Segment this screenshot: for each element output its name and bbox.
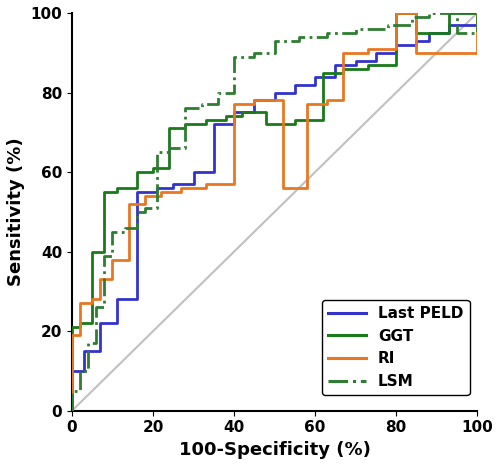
Legend: Last PELD, GGT, RI, LSM: Last PELD, GGT, RI, LSM — [322, 300, 470, 395]
X-axis label: 100-Specificity (%): 100-Specificity (%) — [178, 441, 370, 459]
Y-axis label: Sensitivity (%): Sensitivity (%) — [7, 137, 25, 286]
